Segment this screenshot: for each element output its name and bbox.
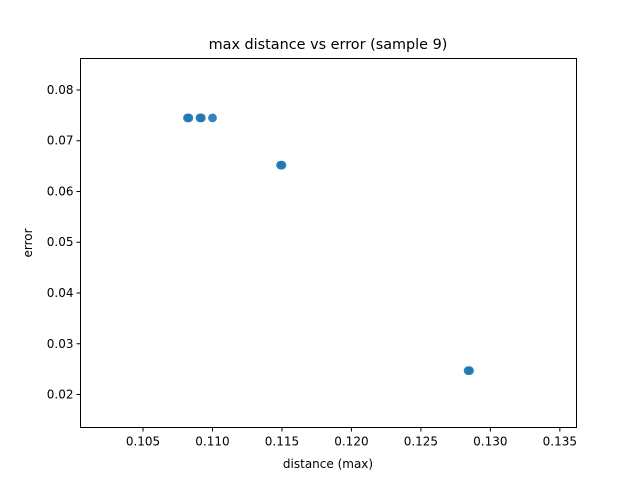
y-tick-label: 0.07 [47, 134, 74, 148]
x-tick-label: 0.125 [404, 435, 438, 449]
x-tick-label: 0.120 [334, 435, 368, 449]
plot-frame [80, 58, 577, 428]
x-tick-label: 0.130 [473, 435, 507, 449]
x-tick-label: 0.135 [543, 435, 577, 449]
x-axis-label: distance (max) [283, 457, 373, 471]
data-point-1 [184, 113, 194, 123]
data-point-8 [465, 366, 474, 376]
y-tick-label: 0.02 [47, 388, 74, 402]
data-point-3 [196, 113, 206, 123]
x-axis: 0.105 0.110 0.115 0.120 0.125 0.130 0.135 [126, 427, 577, 449]
data-point-6 [277, 160, 287, 170]
y-tick-label: 0.05 [47, 235, 74, 249]
points-layer [183, 113, 474, 376]
y-axis-label: error [21, 228, 35, 257]
x-tick-label: 0.110 [195, 435, 229, 449]
y-tick-label: 0.06 [47, 184, 74, 198]
y-tick-label: 0.04 [47, 286, 74, 300]
x-tick-label: 0.105 [126, 435, 160, 449]
chart-title: max distance vs error (sample 9) [209, 37, 448, 53]
x-tick-label: 0.115 [265, 435, 299, 449]
data-point-4 [208, 113, 217, 123]
y-axis: 0.02 0.03 0.04 0.05 0.06 0.07 0.08 [47, 83, 81, 402]
y-tick-label: 0.08 [47, 83, 74, 97]
y-tick-label: 0.03 [47, 337, 74, 351]
